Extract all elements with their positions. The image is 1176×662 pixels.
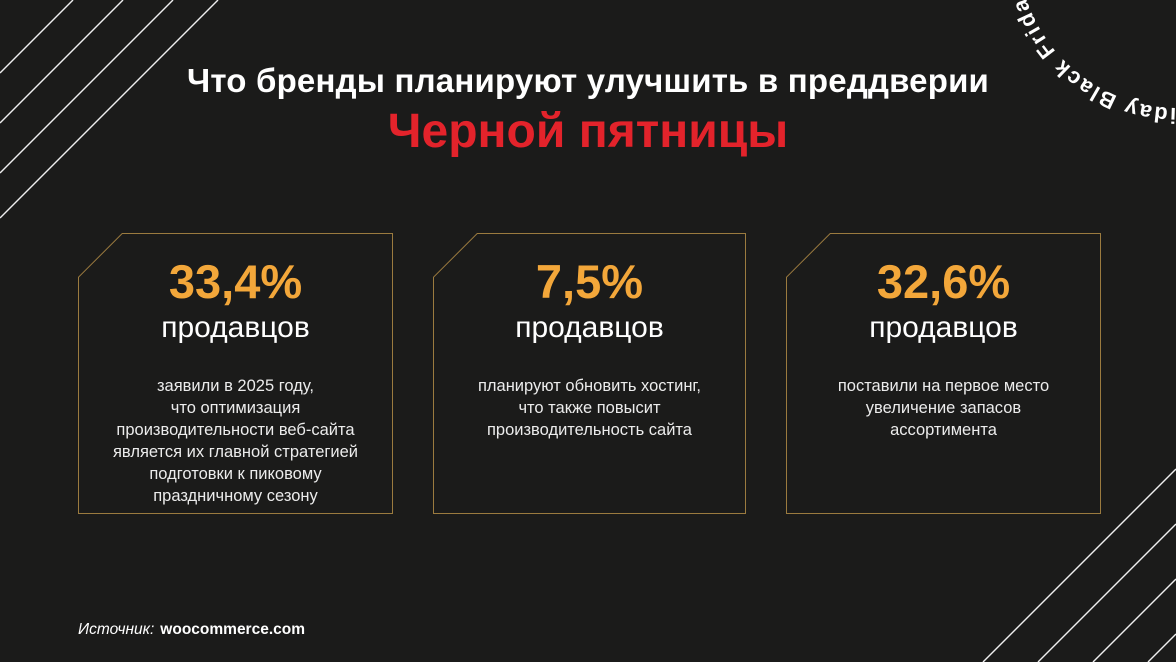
stat-unit: продавцов (869, 311, 1018, 344)
source-value: woocommerce.com (160, 621, 306, 638)
slide-title: Что бренды планируют улучшить в преддвер… (186, 62, 990, 99)
stat-value: 33,4% (168, 255, 303, 308)
stat-card-body: 32,6% продавцов поставили на первое мест… (787, 234, 1100, 513)
stat-card-website-optimization: 33,4% продавцов заявили в 2025 году, что… (78, 233, 393, 514)
stat-card-hosting-upgrade: 7,5% продавцов планируют обновить хостин… (433, 233, 746, 514)
stat-value: 32,6% (876, 255, 1011, 308)
stat-description: планируют обновить хостинг, что также по… (477, 377, 702, 439)
stat-card-body: 33,4% продавцов заявили в 2025 году, что… (79, 234, 392, 513)
stat-unit: продавцов (161, 311, 310, 344)
stat-description: заявили в 2025 году, что оптимизация про… (113, 377, 358, 505)
source-line: Источник: woocommerce.com (78, 620, 305, 640)
stat-description: поставили на первое место увеличение зап… (837, 377, 1050, 439)
stat-card-body: 7,5% продавцов планируют обновить хостин… (434, 234, 745, 513)
stat-card-inventory-increase: 32,6% продавцов поставили на первое мест… (786, 233, 1101, 514)
source-label: Источник: (78, 621, 155, 638)
stat-value: 7,5% (535, 255, 644, 308)
stat-unit: продавцов (515, 311, 664, 344)
slide-title-highlight: Черной пятницы (387, 105, 789, 158)
